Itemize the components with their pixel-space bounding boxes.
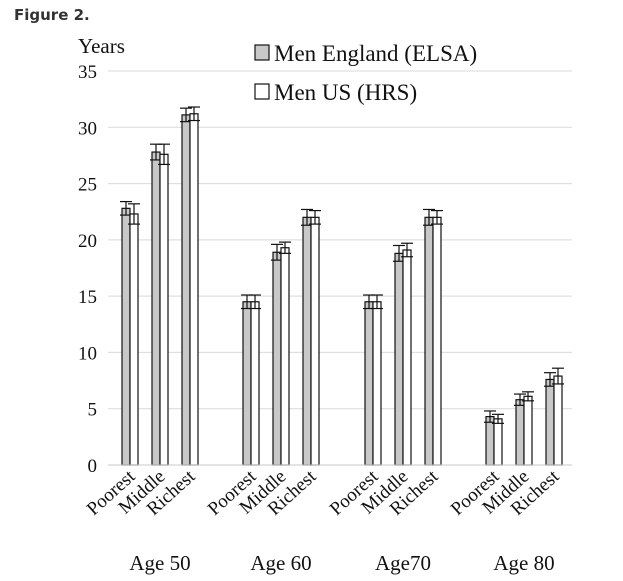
bar-elsa xyxy=(302,216,312,466)
bar-hrs xyxy=(523,395,533,466)
bar-hrs xyxy=(159,153,169,466)
y-tick-label: 15 xyxy=(78,287,97,308)
legend: Men England (ELSA) Men US (HRS) xyxy=(254,41,477,105)
y-axis-label: Years xyxy=(78,34,125,58)
bar-hrs xyxy=(189,113,199,466)
y-tick-label: 30 xyxy=(78,118,97,139)
bars xyxy=(120,106,564,466)
y-tick-label: 35 xyxy=(78,62,97,83)
bar-elsa xyxy=(121,207,131,466)
bar-elsa xyxy=(151,151,161,466)
figure-label: Figure 2. xyxy=(14,6,90,24)
bar-elsa xyxy=(364,301,374,466)
bar-elsa xyxy=(545,378,555,466)
bar-hrs xyxy=(250,301,260,466)
group-label: Age70 xyxy=(375,551,431,575)
bar-hrs xyxy=(280,247,290,466)
y-tick-label: 25 xyxy=(78,175,97,196)
y-tick-label: 10 xyxy=(78,343,97,364)
bar-hrs xyxy=(402,249,412,466)
group-label: Age 50 xyxy=(129,551,190,575)
bar-elsa xyxy=(272,251,282,466)
legend-label: Men England (ELSA) xyxy=(274,41,477,66)
y-tick-label: 20 xyxy=(78,231,97,252)
bar-hrs xyxy=(493,418,503,466)
y-tick-label: 5 xyxy=(88,400,98,421)
bar-hrs xyxy=(372,301,382,466)
bar-hrs xyxy=(310,216,320,466)
bar-elsa xyxy=(515,399,525,466)
bar-elsa xyxy=(424,216,434,466)
gridlines xyxy=(108,70,572,410)
bar-hrs xyxy=(129,213,139,466)
legend-label: Men US (HRS) xyxy=(274,80,417,105)
group-label: Age 60 xyxy=(250,551,311,575)
y-tick-label: 0 xyxy=(88,456,98,477)
group-label: Age 80 xyxy=(493,551,554,575)
legend-swatch xyxy=(254,83,270,100)
legend-swatch xyxy=(254,44,270,61)
y-axis: 0 5 10 15 20 25 30 35 xyxy=(78,62,97,477)
bar-hrs xyxy=(553,375,563,466)
bar-hrs xyxy=(432,216,442,466)
bar-elsa xyxy=(394,252,404,466)
bar-elsa xyxy=(242,301,252,466)
bar-elsa xyxy=(181,114,191,466)
